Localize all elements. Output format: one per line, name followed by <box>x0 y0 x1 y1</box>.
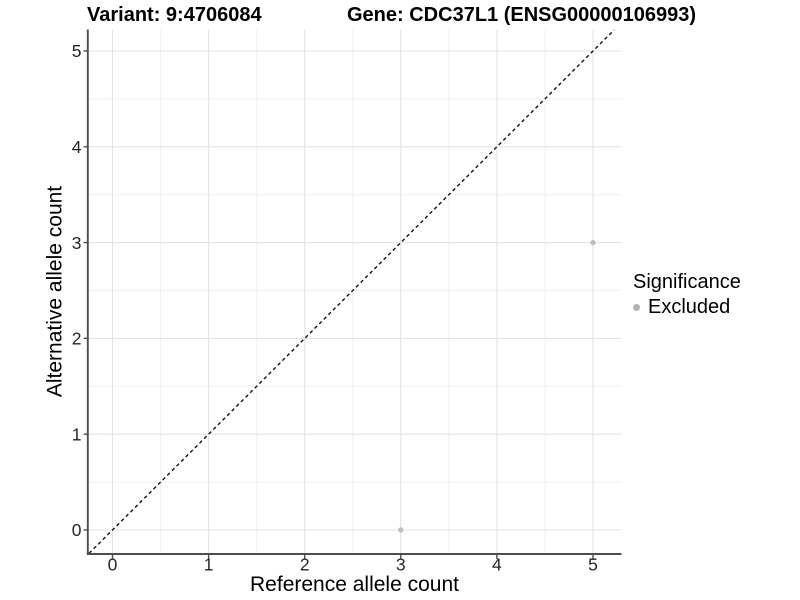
y-tick-label: 5 <box>72 41 82 61</box>
y-tick-label: 3 <box>72 233 82 253</box>
y-tick-label: 0 <box>72 520 82 540</box>
y-tick-label: 1 <box>72 424 82 444</box>
legend: Significance Excluded <box>633 271 741 319</box>
legend-item-excluded: Excluded <box>633 296 741 319</box>
excluded-point-icon <box>633 304 640 311</box>
y-tick-label: 2 <box>72 329 82 349</box>
identity-line <box>88 29 615 554</box>
x-tick-label: 5 <box>588 555 598 575</box>
legend-item-label: Excluded <box>648 296 731 318</box>
data-point <box>590 239 596 246</box>
plot-title-variant: Variant: 9:4706084 <box>87 4 262 26</box>
y-axis-title: Alternative allele count <box>43 185 67 398</box>
x-axis-title: Reference allele count <box>250 573 459 596</box>
x-tick-label: 1 <box>204 555 214 575</box>
x-tick-label: 2 <box>300 555 310 575</box>
plot-title-gene: Gene: CDC37L1 (ENSG00000106993) <box>347 4 697 26</box>
data-point <box>398 527 404 533</box>
y-tick-label: 4 <box>72 137 82 157</box>
x-tick-label: 4 <box>492 555 502 575</box>
x-tick-label: 3 <box>396 555 406 575</box>
legend-title: Significance <box>633 271 741 293</box>
x-tick-label: 0 <box>108 555 118 575</box>
